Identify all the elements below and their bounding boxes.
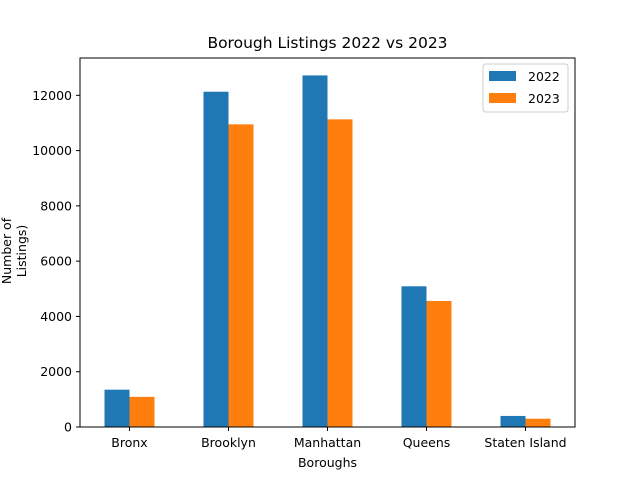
y-axis-ticks: 0 2000 4000 6000 8000 10000 12000 <box>32 88 80 435</box>
y-tick-label: 2000 <box>40 364 72 379</box>
x-axis-ticks: Bronx Brooklyn Manhattan Queens Staten Islan… <box>111 427 567 450</box>
bar-2023-bronx <box>129 396 155 427</box>
x-tick-label: Manhattan <box>294 435 361 450</box>
legend-label-2023: 2023 <box>528 91 560 106</box>
y-tick-label: 12000 <box>32 88 72 103</box>
bar-2022-brooklyn <box>203 91 229 428</box>
legend-swatch-2022 <box>489 71 516 81</box>
bar-2022-manhattan <box>302 75 328 427</box>
y-tick-label: 10000 <box>32 143 72 158</box>
legend-label-2022: 2022 <box>528 69 560 84</box>
y-tick-label: 4000 <box>40 309 72 324</box>
x-tick-label: Brooklyn <box>201 435 256 450</box>
bar-2022-queens <box>401 286 427 427</box>
x-axis-label: Boroughs <box>297 455 358 470</box>
bars-layer <box>104 75 551 428</box>
bar-2023-manhattan <box>327 119 353 427</box>
chart-title: Borough Listings 2022 vs 2023 <box>207 34 448 52</box>
bar-2023-staten-island <box>525 418 551 427</box>
x-tick-label: Bronx <box>111 435 147 450</box>
legend: 2022 2023 <box>482 63 569 113</box>
bar-2022-staten-island <box>500 415 526 427</box>
x-tick-label: Staten Island <box>484 435 566 450</box>
y-tick-label: 6000 <box>40 254 72 269</box>
y-tick-label: 0 <box>64 420 72 435</box>
y-tick-label: 8000 <box>40 198 72 213</box>
bar-2023-queens <box>426 300 452 427</box>
bar-2022-bronx <box>104 389 130 427</box>
x-tick-label: Queens <box>403 435 451 450</box>
bar-2023-brooklyn <box>228 124 254 427</box>
legend-swatch-2023 <box>489 93 516 103</box>
plot-frame <box>79 57 576 428</box>
